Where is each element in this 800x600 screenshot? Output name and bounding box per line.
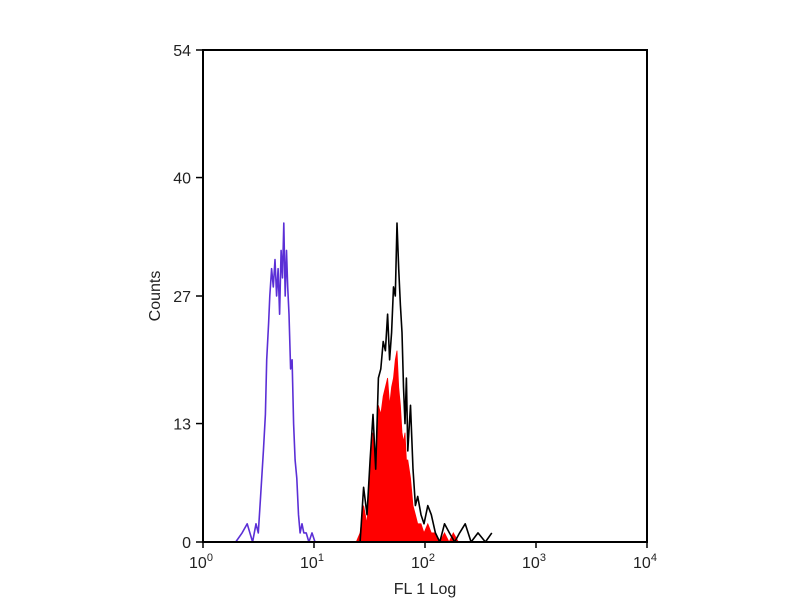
series-layer	[235, 222, 493, 543]
y-tick-label: 54	[173, 43, 191, 60]
x-tick-label-exponent: 2	[429, 552, 435, 564]
y-tick-label: 0	[182, 535, 191, 552]
x-tick-label-base: 10	[300, 555, 318, 572]
x-tick-label: 104	[633, 552, 657, 572]
x-tick-label-exponent: 0	[207, 552, 213, 564]
x-tick-label-exponent: 4	[651, 552, 657, 564]
x-tick-label-base: 10	[189, 555, 207, 572]
x-tick-label: 100	[189, 552, 213, 572]
x-tick-label: 102	[411, 552, 435, 572]
histogram-line-0	[235, 222, 316, 543]
x-tick-label-exponent: 3	[540, 552, 546, 564]
x-tick-label-base: 10	[633, 555, 651, 572]
x-tick-label: 103	[522, 552, 546, 572]
y-tick-label: 40	[173, 171, 191, 188]
y-axis-title: Counts	[147, 271, 164, 322]
histogram-line-1	[359, 222, 493, 543]
x-axis-title: FL 1 Log	[394, 581, 457, 598]
x-tick-label-exponent: 1	[318, 552, 324, 564]
x-tick-label-base: 10	[522, 555, 540, 572]
x-tick-label: 101	[300, 552, 324, 572]
y-tick-label: 13	[173, 417, 191, 434]
x-tick-label-base: 10	[411, 555, 429, 572]
y-tick-label: 27	[173, 289, 191, 306]
